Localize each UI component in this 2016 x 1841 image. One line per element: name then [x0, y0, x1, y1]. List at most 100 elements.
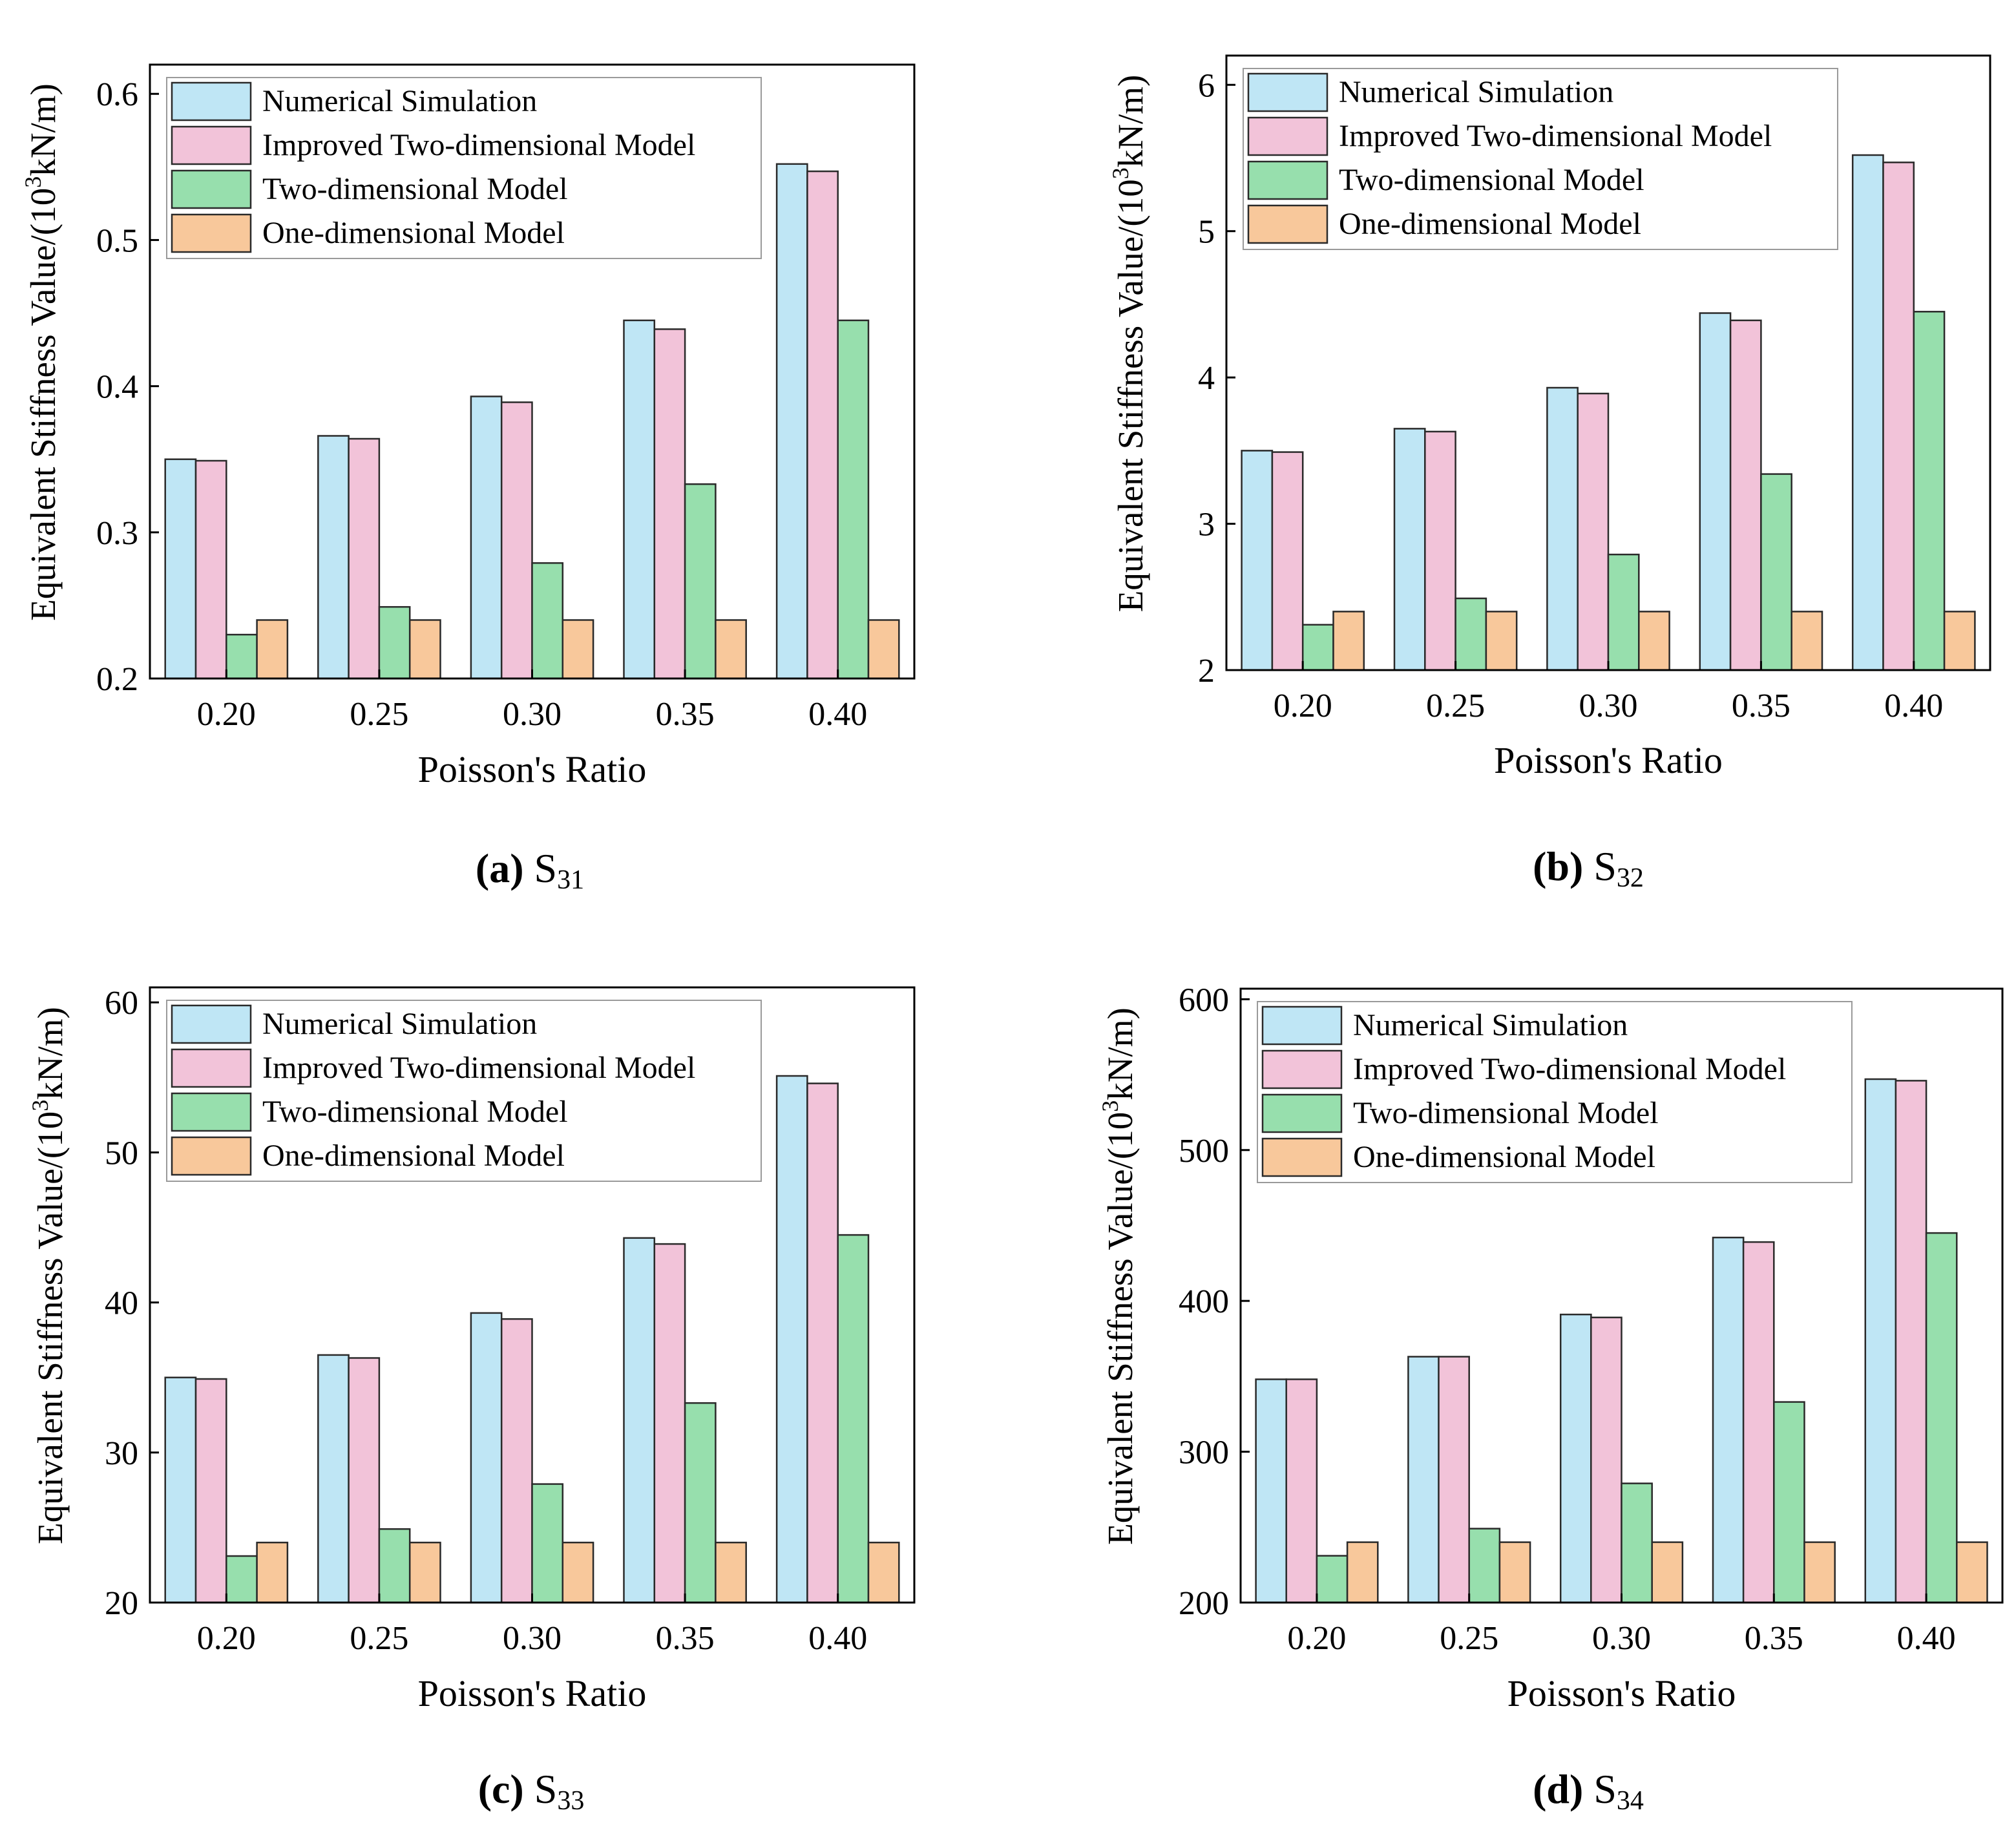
bar-two-dimensional-model-0.30: [531, 1483, 564, 1604]
x-axis-label: Poisson's Ratio: [1494, 739, 1723, 781]
legend-swatch: [171, 213, 252, 253]
y-tick-label: 5: [1198, 214, 1215, 251]
bar-numerical-simulation-0.30: [1559, 1313, 1592, 1604]
bar-improved-two-dimensional-model-0.40: [806, 1082, 839, 1604]
bar-two-dimensional-model-0.20: [1301, 624, 1334, 671]
x-tick-label: 0.25: [350, 696, 408, 733]
bar-numerical-simulation-0.40: [775, 1075, 808, 1604]
bar-two-dimensional-model-0.40: [837, 1234, 870, 1604]
bar-two-dimensional-model-0.35: [684, 483, 717, 680]
legend-swatch: [171, 1092, 252, 1132]
x-tick-label: 0.20: [1287, 1620, 1346, 1657]
bar-improved-two-dimensional-model-0.20: [1285, 1378, 1318, 1604]
bar-improved-two-dimensional-model-0.40: [1895, 1080, 1927, 1604]
legend-swatch: [1261, 1093, 1343, 1133]
bar-numerical-simulation-0.35: [1699, 312, 1732, 671]
bar-improved-two-dimensional-model-0.20: [1271, 451, 1304, 671]
legend-swatch: [171, 1136, 252, 1176]
legend-label: Two-dimensional Model: [262, 1095, 568, 1129]
bar-one-dimensional-model-0.30: [562, 619, 594, 680]
x-tick-label: 0.40: [808, 696, 867, 733]
bar-two-dimensional-model-0.40: [1913, 311, 1946, 671]
bar-improved-two-dimensional-model-0.30: [500, 1318, 533, 1604]
x-tick-label: 0.20: [1274, 688, 1332, 724]
y-tick-label: 3: [1198, 507, 1215, 543]
x-tick-label: 0.30: [1592, 1620, 1651, 1657]
bar-one-dimensional-model-0.35: [1803, 1541, 1836, 1604]
y-tick-label: 0.4: [96, 369, 138, 406]
y-tick-label: 0.2: [96, 661, 138, 698]
bar-numerical-simulation-0.20: [164, 1376, 197, 1604]
bar-one-dimensional-model-0.20: [1332, 611, 1365, 671]
y-axis-label: Equivalent Stiffness Value/(103kN/m): [1097, 1007, 1140, 1545]
bar-improved-two-dimensional-model-0.25: [1438, 1356, 1470, 1604]
bar-numerical-simulation-0.25: [1393, 428, 1426, 671]
bar-two-dimensional-model-0.30: [1607, 553, 1640, 671]
y-axis-label: Equivalent Stiffness Value/(103kN/m): [20, 83, 63, 621]
chart-panel-c: 20 30 40 50 60 0.20 0.25 0.30 0.35 0.40 Poisson's …: [27, 985, 916, 1816]
bar-improved-two-dimensional-model-0.40: [1882, 162, 1915, 671]
y-tick-label: 20: [105, 1585, 138, 1622]
bar-numerical-simulation-0.25: [317, 435, 350, 680]
bar-one-dimensional-model-0.40: [1956, 1541, 1988, 1604]
bar-one-dimensional-model-0.40: [867, 619, 900, 680]
legend-label: Numerical Simulation: [262, 1007, 537, 1041]
bar-one-dimensional-model-0.35: [715, 619, 747, 680]
bar-two-dimensional-model-0.40: [1925, 1232, 1958, 1604]
y-tick-label: 30: [105, 1435, 138, 1472]
x-tick-label: 0.35: [656, 1620, 715, 1657]
bar-one-dimensional-model-0.40: [867, 1541, 900, 1604]
bar-one-dimensional-model-0.25: [1498, 1541, 1531, 1604]
panel-caption: (c) S33: [478, 1766, 585, 1816]
bar-one-dimensional-model-0.25: [408, 619, 441, 680]
x-tick-label: 0.30: [503, 696, 562, 733]
x-tick-label: 0.30: [1579, 688, 1638, 724]
legend-swatch: [1247, 160, 1328, 200]
y-tick-label: 300: [1179, 1435, 1229, 1471]
legend-label: One-dimensional Model: [1339, 207, 1641, 241]
bar-improved-two-dimensional-model-0.35: [1742, 1241, 1775, 1604]
bar-improved-two-dimensional-model-0.40: [806, 170, 839, 680]
legend-label: One-dimensional Model: [1353, 1140, 1655, 1174]
y-tick-label: 0.5: [96, 222, 138, 259]
chart-panel-a: 0.2 0.3 0.4 0.5 0.6 0.20 0.25 0.30 0.35 0.40 Poiss…: [20, 63, 916, 895]
chart-panel-b: 2 3 4 5 6 0.20 0.25 0.30 0.35 0.40 Poisson's Ratio…: [1108, 54, 1991, 893]
legend-swatch: [1261, 1137, 1343, 1177]
legend-label: Improved Two-dimensional Model: [1339, 119, 1772, 153]
x-axis-label: Poisson's Ratio: [418, 1672, 647, 1714]
legend-label: Two-dimensional Model: [262, 172, 568, 206]
legend-label: Numerical Simulation: [1353, 1008, 1628, 1042]
x-tick-label: 0.25: [1426, 688, 1485, 724]
x-tick-label: 0.25: [350, 1620, 408, 1657]
legend-label: Numerical Simulation: [262, 84, 537, 118]
legend-swatch: [1261, 1005, 1343, 1046]
y-tick-label: 0.3: [96, 515, 138, 552]
legend-box: [166, 77, 762, 259]
legend-label: Improved Two-dimensional Model: [262, 128, 695, 162]
bar-numerical-simulation-0.20: [1241, 450, 1274, 671]
y-tick-label: 500: [1179, 1133, 1229, 1170]
x-tick-label: 0.40: [1897, 1620, 1956, 1657]
legend-label: One-dimensional Model: [262, 216, 565, 250]
bar-one-dimensional-model-0.30: [1651, 1541, 1684, 1604]
bar-two-dimensional-model-0.25: [378, 605, 411, 680]
legend-label: One-dimensional Model: [262, 1139, 565, 1173]
legend-box: [1257, 1001, 1853, 1183]
y-tick-label: 50: [105, 1135, 138, 1172]
y-tick-label: 200: [1179, 1585, 1229, 1622]
bar-improved-two-dimensional-model-0.25: [348, 437, 381, 680]
bar-numerical-simulation-0.40: [1864, 1078, 1897, 1604]
bar-one-dimensional-model-0.30: [1638, 611, 1670, 671]
y-tick-label: 40: [105, 1285, 138, 1322]
bar-improved-two-dimensional-model-0.30: [1577, 392, 1610, 671]
legend-swatch: [171, 125, 252, 165]
bar-two-dimensional-model-0.30: [531, 562, 564, 680]
bar-two-dimensional-model-0.20: [1316, 1555, 1349, 1604]
legend-swatch: [1247, 204, 1328, 244]
bar-two-dimensional-model-0.25: [378, 1528, 411, 1604]
x-tick-label: 0.20: [197, 696, 256, 733]
legend-box: [166, 1000, 762, 1182]
x-tick-label: 0.20: [197, 1620, 256, 1657]
bar-improved-two-dimensional-model-0.25: [1424, 430, 1456, 671]
